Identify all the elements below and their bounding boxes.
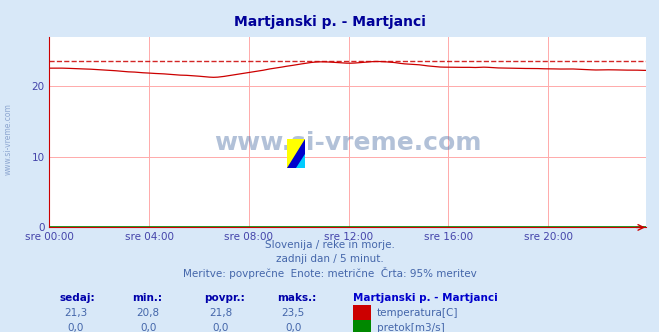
Text: zadnji dan / 5 minut.: zadnji dan / 5 minut. <box>275 254 384 264</box>
Text: 23,5: 23,5 <box>281 308 305 318</box>
Polygon shape <box>287 139 305 168</box>
Bar <box>353 305 371 321</box>
Text: min.:: min.: <box>132 293 162 303</box>
Text: povpr.:: povpr.: <box>204 293 245 303</box>
Text: 21,8: 21,8 <box>209 308 233 318</box>
Polygon shape <box>296 153 305 168</box>
Text: sedaj:: sedaj: <box>59 293 95 303</box>
Text: temperatura[C]: temperatura[C] <box>377 308 459 318</box>
Text: 0,0: 0,0 <box>285 323 301 332</box>
Text: www.si-vreme.com: www.si-vreme.com <box>3 104 13 175</box>
Text: 0,0: 0,0 <box>213 323 229 332</box>
Text: 20,8: 20,8 <box>136 308 160 318</box>
Text: Meritve: povprečne  Enote: metrične  Črta: 95% meritev: Meritve: povprečne Enote: metrične Črta:… <box>183 267 476 279</box>
Text: Slovenija / reke in morje.: Slovenija / reke in morje. <box>264 240 395 250</box>
Text: 21,3: 21,3 <box>64 308 88 318</box>
Text: Martjanski p. - Martjanci: Martjanski p. - Martjanci <box>233 15 426 29</box>
Text: Martjanski p. - Martjanci: Martjanski p. - Martjanci <box>353 293 498 303</box>
Polygon shape <box>287 139 305 168</box>
Text: www.si-vreme.com: www.si-vreme.com <box>214 131 481 155</box>
Text: 0,0: 0,0 <box>140 323 156 332</box>
Text: pretok[m3/s]: pretok[m3/s] <box>377 323 445 332</box>
Bar <box>353 320 371 332</box>
Text: maks.:: maks.: <box>277 293 316 303</box>
Text: 0,0: 0,0 <box>68 323 84 332</box>
